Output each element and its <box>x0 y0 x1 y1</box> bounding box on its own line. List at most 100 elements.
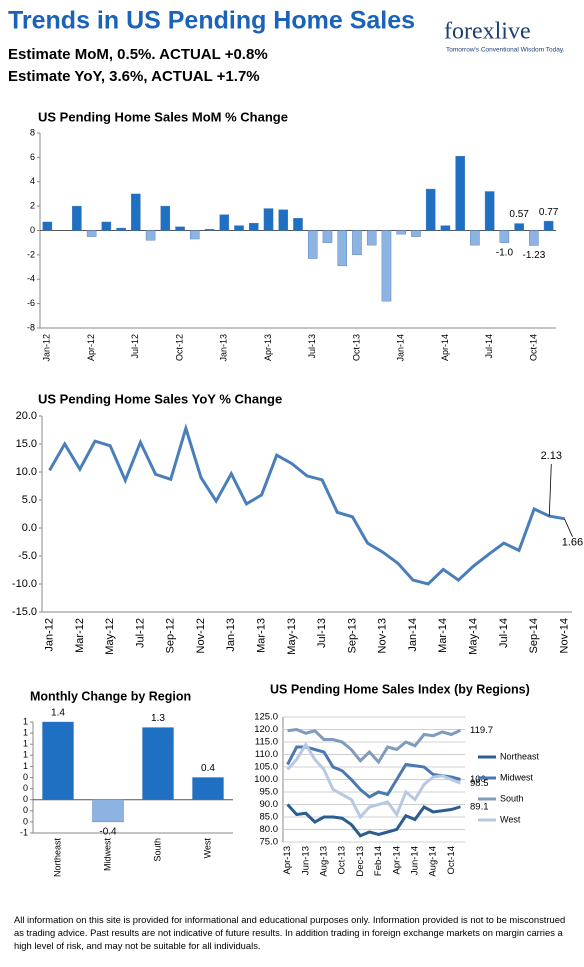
y-tick-label: 1 <box>23 727 28 737</box>
bar <box>116 227 126 231</box>
bar <box>529 230 539 246</box>
data-label: 0.77 <box>539 207 559 218</box>
line <box>286 803 461 838</box>
y-tick-label: 105.0 <box>254 762 278 773</box>
x-tick-label: Jun-13 <box>300 846 311 875</box>
bar <box>514 223 524 231</box>
x-tick-label: Oct-14 <box>528 334 538 361</box>
bar <box>263 208 274 231</box>
bar <box>145 230 156 241</box>
x-tick-label: Apr-12 <box>86 334 96 361</box>
y-tick-label: 0 <box>23 805 28 815</box>
bar <box>190 230 200 240</box>
y-tick-label: 20.0 <box>16 410 37 422</box>
bar <box>131 193 141 231</box>
x-tick-label: Jan-13 <box>219 334 229 362</box>
x-tick-label: Sep-13 <box>346 618 358 653</box>
data-label: 0.4 <box>201 763 215 774</box>
y-tick-label: 8 <box>30 127 35 137</box>
x-tick-label: Nov-12 <box>195 618 207 653</box>
x-tick-label: Jul-12 <box>134 618 146 648</box>
y-tick-label: 6 <box>30 152 35 162</box>
x-tick-label: Jul-13 <box>307 334 317 359</box>
bar <box>307 230 318 259</box>
y-tick-label: 0.0 <box>22 522 37 534</box>
x-tick-label: Jan-13 <box>225 618 237 652</box>
bar <box>160 205 171 231</box>
x-tick-label: Jun-14 <box>409 846 420 875</box>
y-tick-label: 95.0 <box>260 787 279 798</box>
y-tick-label: -8 <box>27 322 35 332</box>
x-tick-label: Jul-14 <box>484 334 494 359</box>
bar <box>337 230 347 267</box>
chart-title: US Pending Home Sales Index (by Regions) <box>270 682 530 696</box>
y-tick-label: 120.0 <box>254 724 278 735</box>
yoy-summary: Estimate YoY, 3.6%, ACTUAL +1.7% <box>8 68 260 85</box>
x-tick-label: Jan-14 <box>396 334 406 362</box>
y-tick-label: -10.0 <box>12 578 37 590</box>
bar <box>293 218 303 231</box>
x-tick-label: Midwest <box>102 838 112 872</box>
data-label: 1.66 <box>562 537 583 549</box>
x-tick-label: May-12 <box>104 618 116 655</box>
bar <box>249 222 259 231</box>
data-label: -1.0 <box>496 247 514 258</box>
y-tick-label: 10.0 <box>16 466 37 478</box>
x-tick-label: Sep-12 <box>165 618 177 653</box>
logo: forexlive <box>444 19 531 45</box>
x-tick-label: Aug-13 <box>318 846 329 877</box>
y-tick-label: -6 <box>27 298 35 308</box>
y-tick-label: 0 <box>23 794 28 804</box>
x-tick-label: Feb-14 <box>373 846 384 876</box>
bar <box>278 209 289 231</box>
page-title: Trends in US Pending Home Sales <box>8 7 415 35</box>
legend-label: Northeast <box>500 751 540 761</box>
y-tick-label: 80.0 <box>260 824 279 835</box>
x-tick-label: Jan-14 <box>407 618 419 652</box>
chart-title: US Pending Home Sales MoM % Change <box>38 109 288 124</box>
bar <box>396 230 406 235</box>
leader-line <box>564 518 573 537</box>
data-label: 0.57 <box>509 209 529 220</box>
x-tick-label: Mar-14 <box>437 618 449 653</box>
bar <box>175 226 185 231</box>
data-label: 1.3 <box>151 713 165 724</box>
bar <box>455 155 465 231</box>
y-tick-label: -5.0 <box>18 550 37 562</box>
x-tick-label: Nov-13 <box>377 618 389 653</box>
bar <box>219 214 230 231</box>
x-tick-label: Jul-14 <box>498 618 510 648</box>
y-tick-label: 15.0 <box>16 438 37 450</box>
bar <box>352 230 362 256</box>
x-tick-label: Jul-13 <box>316 618 328 648</box>
y-tick-label: -2 <box>27 249 35 259</box>
y-tick-label: -4 <box>27 274 35 284</box>
x-tick-label: South <box>152 838 162 862</box>
end-label: 98.5 <box>470 778 489 789</box>
end-label: 89.1 <box>470 801 489 812</box>
y-tick-label: 85.0 <box>260 812 279 823</box>
data-label: 2.13 <box>541 450 562 462</box>
bar <box>42 721 74 800</box>
y-tick-label: 100.0 <box>254 774 278 785</box>
y-tick-label: 1 <box>23 750 28 760</box>
x-tick-label: Apr-13 <box>263 334 273 361</box>
line <box>286 745 461 799</box>
end-label: 119.7 <box>470 725 493 736</box>
data-label: 1.4 <box>51 708 65 719</box>
legend-label: Midwest <box>500 772 534 782</box>
x-tick-label: Sep-14 <box>528 618 540 653</box>
y-tick-label: -15.0 <box>12 606 37 618</box>
line <box>287 727 462 765</box>
chart-title: US Pending Home Sales YoY % Change <box>38 391 282 406</box>
bar <box>470 230 480 246</box>
x-tick-label: Mar-13 <box>255 618 267 653</box>
leader-line <box>548 464 552 517</box>
y-tick-label: 75.0 <box>260 837 279 848</box>
x-tick-label: Mar-12 <box>74 618 86 653</box>
y-tick-label: -1 <box>20 827 28 837</box>
mom-summary: Estimate MoM, 0.5%. ACTUAL +0.8% <box>8 46 268 63</box>
x-tick-label: Oct-12 <box>174 334 184 361</box>
bar <box>192 777 224 800</box>
